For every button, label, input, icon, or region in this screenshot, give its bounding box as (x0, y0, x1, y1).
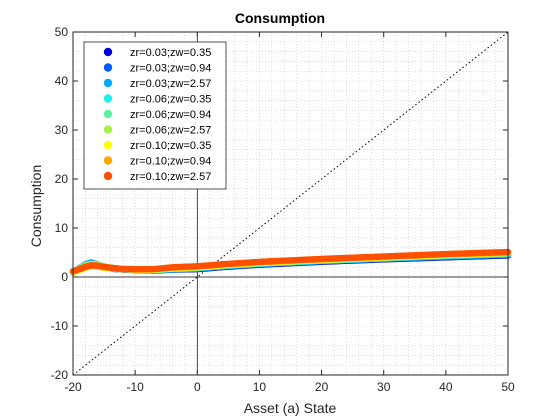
x-tick-label: -20 (64, 380, 82, 394)
series-layer (69, 248, 512, 276)
legend-marker (103, 140, 113, 150)
y-axis-label: Consumption (28, 165, 44, 248)
legend-marker (103, 125, 113, 134)
y-tick-label: 10 (55, 221, 69, 235)
y-tick-label: -20 (51, 368, 69, 382)
legend-marker (103, 47, 113, 57)
series-zr=0.10;zw=2.57 (69, 248, 512, 275)
legend-entry-label: zr=0.10;zw=0.35 (130, 140, 211, 152)
legend-entry-label: zr=0.10;zw=0.94 (130, 156, 211, 168)
x-tick-label: -10 (126, 380, 144, 394)
y-tick-label: 50 (55, 25, 69, 39)
x-tick-label: 0 (194, 380, 201, 394)
x-tick-label: 20 (315, 380, 329, 394)
legend-entry-label: zr=0.03;zw=2.57 (130, 78, 211, 90)
y-tick-label: 40 (55, 74, 69, 88)
x-axis-label: Asset (a) State (244, 400, 337, 416)
diagonal-45-line (72, 31, 509, 376)
legend-marker (103, 109, 113, 119)
legend-entry-label: zr=0.03;zw=0.94 (130, 63, 211, 75)
legend-marker (103, 63, 113, 72)
x-axis: -20 -10 0 10 20 30 40 50 (64, 32, 515, 394)
y-tick-label: 0 (61, 270, 68, 284)
x-tick-label: 30 (377, 380, 391, 394)
x-tick-label: 50 (501, 380, 515, 394)
legend-marker (103, 78, 113, 88)
legend-entry-label: zr=0.03;zw=0.35 (130, 47, 211, 59)
x-tick-label: 40 (439, 380, 453, 394)
chart-title: Consumption (235, 10, 325, 26)
legend-entry-label: zr=0.10;zw=2.57 (130, 171, 211, 183)
y-tick-label: 30 (55, 123, 69, 137)
legend-entry-label: zr=0.06;zw=0.35 (130, 94, 211, 106)
legend-marker (103, 94, 113, 103)
legend-marker (103, 156, 113, 165)
x-tick-label: 10 (253, 380, 267, 394)
y-tick-label: 20 (55, 172, 69, 186)
y-axis: -20 -10 0 10 20 30 40 50 (51, 25, 508, 382)
y-tick-label: -10 (51, 319, 69, 333)
legend-marker (103, 171, 113, 181)
legend: zr=0.03;zw=0.35 zr=0.03;zw=0.94 zr=0.03;zw… (83, 41, 227, 190)
legend-entry-label: zr=0.06;zw=2.57 (130, 125, 211, 137)
legend-entry-label: zr=0.06;zw=0.94 (130, 109, 211, 121)
plot-frame (72, 31, 509, 376)
